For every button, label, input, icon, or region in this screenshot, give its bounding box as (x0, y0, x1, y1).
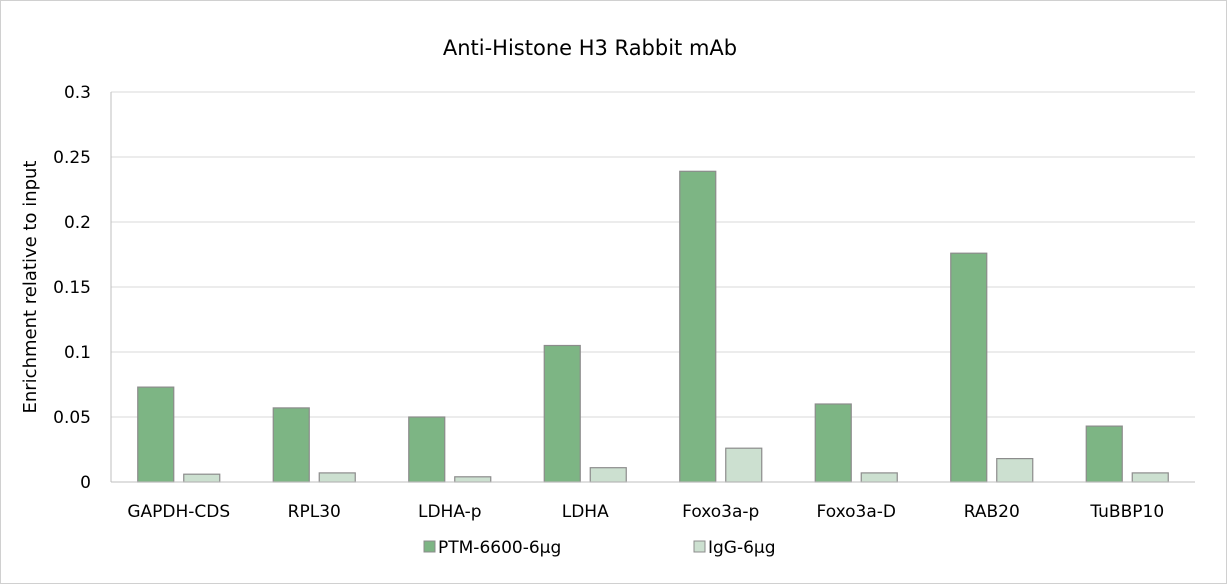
x-tick-label: TuBBP10 (1089, 502, 1164, 522)
bar-igg (318, 472, 356, 483)
y-axis: 0 0.05 0.1 0.15 0.2 0.25 0.3 (53, 83, 112, 493)
y-tick-label: 0.15 (53, 278, 91, 298)
x-tick-label: Foxo3a-p (682, 502, 759, 522)
legend-swatch (423, 540, 436, 553)
y-tick-label: 0.25 (53, 148, 91, 168)
gridlines (111, 91, 1195, 418)
bar-igg (860, 472, 898, 483)
bar-igg (183, 473, 221, 483)
x-tick-label: GAPDH-CDS (127, 502, 230, 522)
bars (137, 170, 1169, 483)
x-tick-label: Foxo3a-D (817, 502, 896, 522)
chart-title: Anti-Histone H3 Rabbit mAb (443, 36, 737, 60)
x-tick-label: LDHA-p (418, 502, 482, 522)
x-tick-label: LDHA (562, 502, 609, 522)
legend-swatch (693, 540, 706, 553)
bar-ptm (950, 252, 988, 483)
bar-ptm (814, 403, 852, 483)
legend-label: IgG-6μg (708, 538, 776, 558)
bar-ptm (272, 407, 310, 483)
y-tick-label: 0.05 (53, 408, 91, 428)
bar-ptm (543, 344, 581, 483)
bar-igg (454, 476, 492, 483)
y-tick-label: 0 (80, 473, 91, 493)
bar-ptm (679, 170, 717, 483)
x-tick-label: RPL30 (288, 502, 341, 522)
y-tick-label: 0.3 (64, 83, 91, 103)
y-tick-label: 0.1 (64, 343, 91, 363)
bar-igg (996, 458, 1034, 483)
bar-igg (725, 447, 763, 483)
bar-ptm (137, 386, 175, 483)
x-tick-label: RAB20 (964, 502, 1020, 522)
x-axis: GAPDH-CDS RPL30 LDHA-p LDHA Foxo3a-p Foxo3a-D… (111, 481, 1195, 522)
legend: PTM-6600-6μg IgG-6μg (423, 538, 776, 558)
bar-igg (589, 467, 627, 483)
bar-ptm (408, 416, 446, 483)
bar-ptm (1085, 425, 1123, 483)
y-tick-label: 0.2 (64, 213, 91, 233)
legend-label: PTM-6600-6μg (438, 538, 561, 558)
bar-igg (1131, 472, 1169, 483)
y-axis-label: Enrichment relative to input (20, 161, 41, 414)
